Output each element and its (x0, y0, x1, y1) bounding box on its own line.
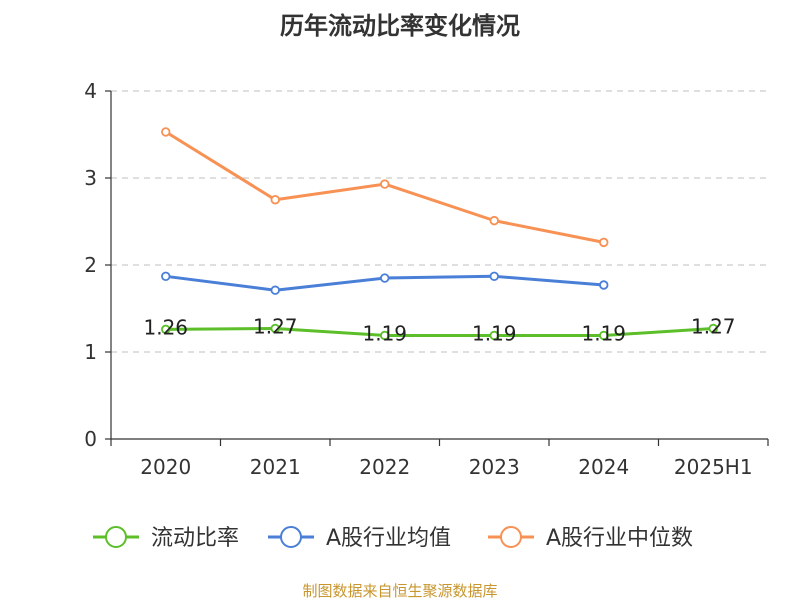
y-tick-label: 4 (84, 79, 97, 103)
data-point (161, 271, 171, 282)
data-point (380, 330, 390, 341)
data-point (161, 127, 171, 137)
legend-marker (500, 526, 522, 548)
data-point (270, 195, 280, 205)
label-layer: 1.26 1.27 1.19 1.19 1.19 1.27 (143, 315, 735, 346)
chart-title: 历年流动比率变化情况 (280, 12, 520, 40)
y-tick-label: 2 (84, 253, 97, 277)
y-tick-label: 1 (84, 340, 97, 364)
data-point (489, 271, 499, 282)
data-label: 1.19 (581, 321, 626, 345)
data-label: 1.19 (362, 321, 407, 345)
legend-marker (105, 526, 127, 548)
data-label: 1.26 (143, 315, 188, 339)
legend-label: A股行业均值 (326, 526, 451, 551)
x-tick-label: 2025H1 (674, 455, 753, 479)
x-tick-label: 2024 (578, 455, 629, 479)
series-layer (161, 127, 718, 341)
data-point (380, 273, 390, 283)
series-line (165, 327, 714, 337)
data-point (599, 330, 609, 341)
legend-label: A股行业中位数 (546, 526, 693, 551)
data-label: 1.27 (691, 315, 736, 339)
data-point (599, 237, 609, 248)
source-note: 制图数据来自恒生聚源数据库 (302, 582, 497, 600)
y-tick-label: 3 (84, 166, 97, 190)
y-tick-label: 0 (84, 427, 97, 451)
data-point (599, 280, 609, 290)
legend-label: 流动比率 (151, 526, 239, 551)
data-label: 1.19 (472, 321, 517, 345)
x-tick-label: 2023 (469, 455, 520, 479)
data-point (489, 330, 499, 341)
x-tick-label: 2020 (140, 455, 191, 479)
data-point (270, 285, 280, 295)
data-point (708, 323, 718, 334)
data-point (270, 323, 280, 334)
data-point (161, 324, 171, 335)
legend-marker (280, 526, 302, 548)
axis-layer: 0 1 2 3 4 2020 2021 2022 2023 2024 2025H1 (84, 79, 769, 479)
x-tick-label: 2021 (250, 455, 301, 479)
data-point (489, 215, 499, 226)
legend: 流动比率 A股行业均值 A股行业中位数 (93, 526, 693, 551)
data-label: 1.27 (253, 315, 298, 339)
x-tick-label: 2022 (359, 455, 410, 479)
grid-layer (111, 90, 768, 353)
data-point (380, 179, 390, 189)
